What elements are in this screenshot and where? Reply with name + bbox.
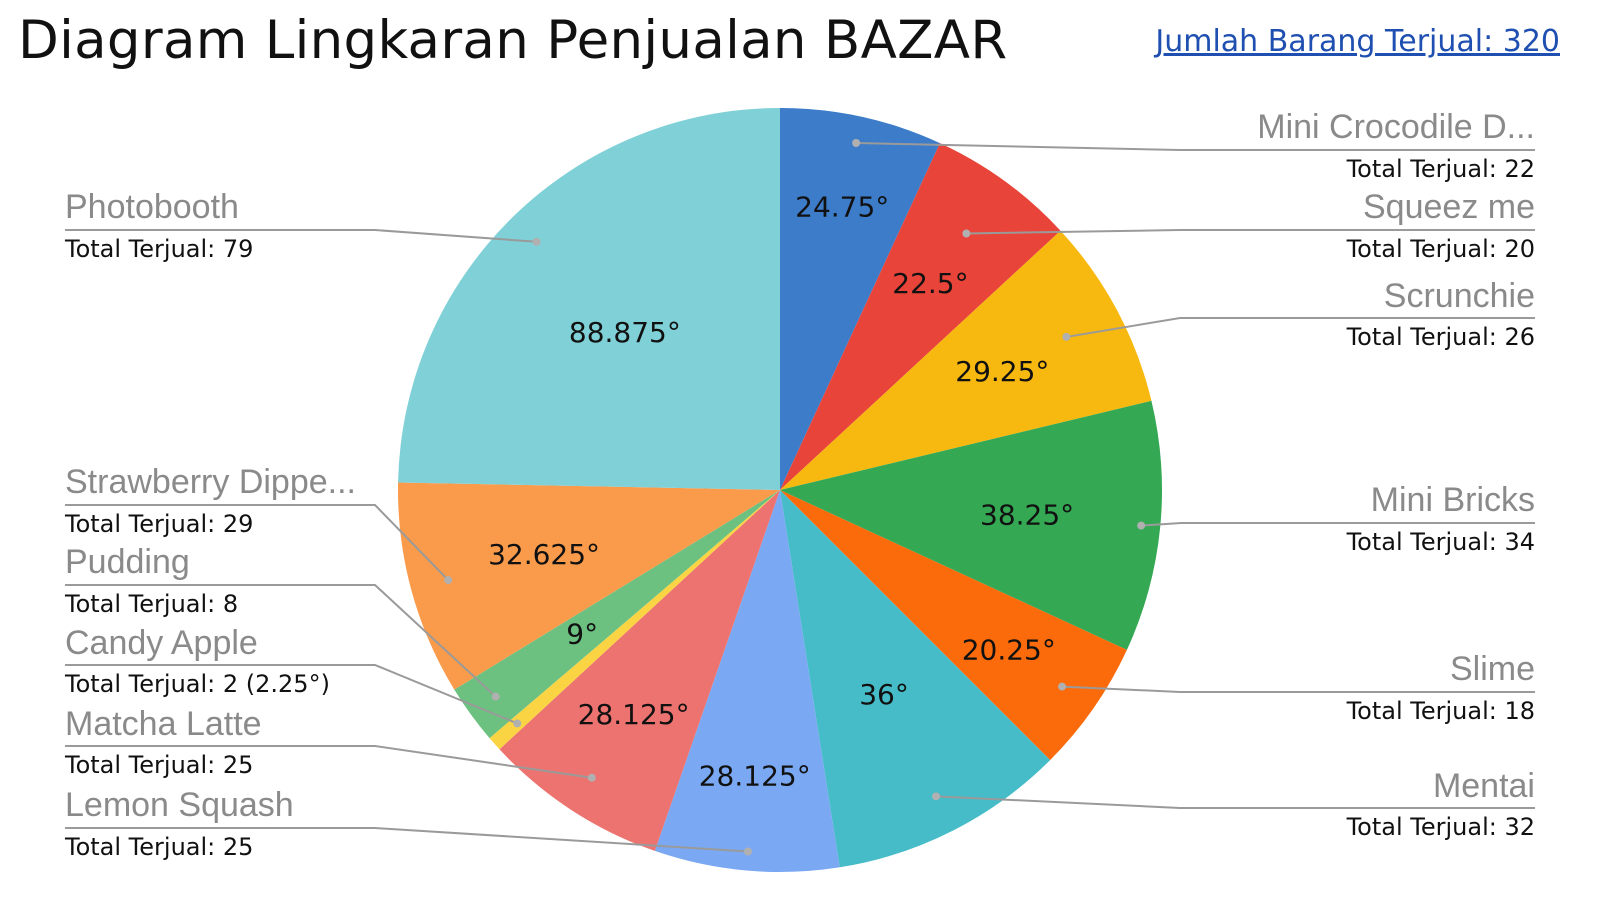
pie-slice-pudding <box>454 490 780 739</box>
callout-dot-photobooth <box>532 237 541 246</box>
total-sold-link[interactable]: Jumlah Barang Terjual: 320 <box>1155 24 1560 59</box>
callout-line-lemon-squash <box>65 827 749 853</box>
total-label-squeez-me: Total Terjual: 20 <box>1346 235 1535 263</box>
callout-dot-lemon-squash <box>743 847 752 856</box>
total-label-slime: Total Terjual: 18 <box>1346 697 1535 725</box>
angle-label-squeez-me: 22.5° <box>892 267 968 300</box>
callout-dot-mini-bricks <box>1137 521 1146 530</box>
total-label-pudding: Total Terjual: 8 <box>64 590 238 618</box>
angle-label-strawberry-dippe: 32.625° <box>488 538 600 571</box>
callout-line-pudding <box>65 584 497 698</box>
pie-slice-slime <box>780 490 1127 761</box>
pie-slice-mini-crocodile-d <box>780 108 940 490</box>
category-label-mentai: Mentai <box>1433 767 1535 805</box>
total-label-matcha-latte: Total Terjual: 25 <box>64 751 253 779</box>
total-label-mini-crocodile-d: Total Terjual: 22 <box>1346 155 1535 183</box>
callout-dot-candy-apple <box>513 719 522 728</box>
callout-line-candy-apple <box>65 664 518 725</box>
total-label-scrunchie: Total Terjual: 26 <box>1346 323 1535 351</box>
total-label-candy-apple: Total Terjual: 2 (2.25°) <box>64 670 330 698</box>
pie-slice-lemon-squash <box>654 490 840 872</box>
pie-slice-candy-apple <box>489 490 780 750</box>
angle-label-slime: 20.25° <box>962 633 1056 666</box>
pie-slice-mini-bricks <box>780 400 1162 650</box>
angle-label-mentai: 36° <box>859 678 909 711</box>
category-label-photobooth: Photobooth <box>65 188 239 226</box>
angle-label-mini-crocodile-d: 24.75° <box>795 190 889 223</box>
category-label-squeez-me: Squeez me <box>1363 188 1535 226</box>
category-label-strawberry-dippe: Strawberry Dippe... <box>65 463 356 501</box>
pie-slice-strawberry-dippe <box>398 482 780 690</box>
callout-lines <box>65 138 1535 856</box>
callout-dot-mini-crocodile-d <box>852 138 861 147</box>
callout-line-squeez-me <box>966 229 1535 235</box>
pie-slice-squeez-me <box>780 143 1061 491</box>
category-label-matcha-latte: Matcha Latte <box>65 705 262 743</box>
callout-line-mini-bricks <box>1141 522 1535 527</box>
category-label-candy-apple: Candy Apple <box>65 624 258 662</box>
total-label-mentai: Total Terjual: 32 <box>1346 813 1535 841</box>
callout-dot-scrunchie <box>1062 332 1071 341</box>
callout-line-scrunchie <box>1066 317 1535 338</box>
callout-line-mini-crocodile-d <box>856 141 1535 151</box>
callout-line-slime <box>1062 685 1535 693</box>
total-label-photobooth: Total Terjual: 79 <box>64 235 253 263</box>
total-label-strawberry-dippe: Total Terjual: 29 <box>64 510 253 538</box>
callout-line-photobooth <box>65 229 537 243</box>
pie-slice-mentai <box>780 490 1051 868</box>
callout-dot-pudding <box>491 692 500 701</box>
page-title: Diagram Lingkaran Penjualan BAZAR <box>18 10 1008 71</box>
callout-dot-mentai <box>932 792 941 801</box>
callout-dot-strawberry-dippe <box>444 576 453 585</box>
angle-label-pudding: 9° <box>566 618 598 651</box>
callout-line-mentai <box>936 795 1535 809</box>
total-label-lemon-squash: Total Terjual: 25 <box>64 833 253 861</box>
category-label-pudding: Pudding <box>65 543 190 581</box>
angle-label-scrunchie: 29.25° <box>955 355 1049 388</box>
callout-line-strawberry-dippe <box>65 504 449 581</box>
angle-label-mini-bricks: 38.25° <box>980 498 1074 531</box>
category-label-slime: Slime <box>1450 650 1535 688</box>
category-label-scrunchie: Scrunchie <box>1384 277 1535 315</box>
angle-label-lemon-squash: 28.125° <box>699 759 811 792</box>
pie-labels: Mini Crocodile D... Total Terjual: 22 24.7… <box>64 108 1535 861</box>
total-label-mini-bricks: Total Terjual: 34 <box>1346 528 1535 556</box>
pie-slice-photobooth <box>398 108 780 490</box>
pie-slice-matcha-latte <box>499 490 780 851</box>
callout-dot-matcha-latte <box>587 773 596 782</box>
angle-label-matcha-latte: 28.125° <box>578 698 690 731</box>
callout-line-matcha-latte <box>65 745 592 779</box>
category-label-lemon-squash: Lemon Squash <box>65 786 294 824</box>
callout-dot-squeez-me <box>962 229 971 238</box>
angle-label-photobooth: 88.875° <box>569 316 681 349</box>
category-label-mini-crocodile-d: Mini Crocodile D... <box>1257 108 1535 146</box>
category-label-mini-bricks: Mini Bricks <box>1371 481 1535 519</box>
callout-dot-slime <box>1058 682 1067 691</box>
pie-slices <box>398 108 1162 872</box>
pie-slice-scrunchie <box>780 230 1152 490</box>
